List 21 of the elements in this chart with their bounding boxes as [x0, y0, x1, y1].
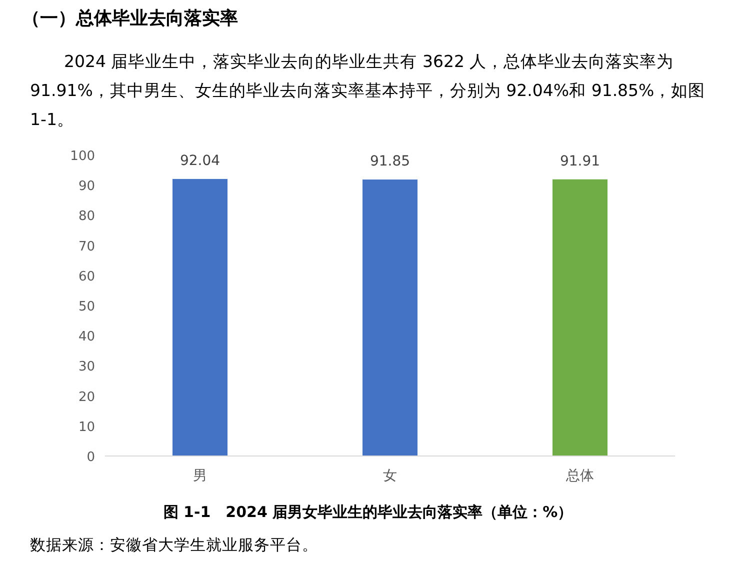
y-tick-label: 100 — [70, 149, 95, 164]
chart-title: （一）总体毕业去向落实率 — [22, 7, 238, 30]
y-tick-label: 20 — [78, 390, 95, 405]
x-tick-label: 男 — [193, 468, 207, 484]
y-tick-label: 30 — [78, 360, 95, 375]
y-tick-label: 50 — [78, 300, 95, 314]
source-note: 数据来源：安徽省大学生就业服务平台。 — [30, 535, 318, 556]
y-tick-label: 10 — [78, 420, 95, 435]
data-label: 91.91 — [560, 153, 600, 170]
chart-subtitle: 2024 届毕业生中，落实毕业去向的毕业生共有 3622 人，总体毕业去向落实率为 91.91%，其中男生、女生的毕业去向落实率基本持平，分别为 92.04%和 91.85%，如图 1-1。 — [30, 51, 706, 131]
data-label: 92.04 — [180, 152, 220, 169]
data-label: 91.85 — [370, 154, 410, 170]
y-tick-label: 70 — [78, 239, 95, 254]
y-tick-label: 90 — [78, 179, 95, 194]
caption: 图 1-1 2024 届男女毕业生的毕业去向落实率（单位：%） — [162, 503, 574, 522]
y-tick-label: 0 — [86, 450, 95, 465]
x-tick-label: 女 — [383, 468, 397, 484]
y-tick-label: 80 — [78, 209, 95, 224]
x-tick-label: 总体 — [565, 468, 594, 484]
y-tick-label: 40 — [78, 330, 95, 345]
y-tick-label: 60 — [78, 269, 95, 284]
